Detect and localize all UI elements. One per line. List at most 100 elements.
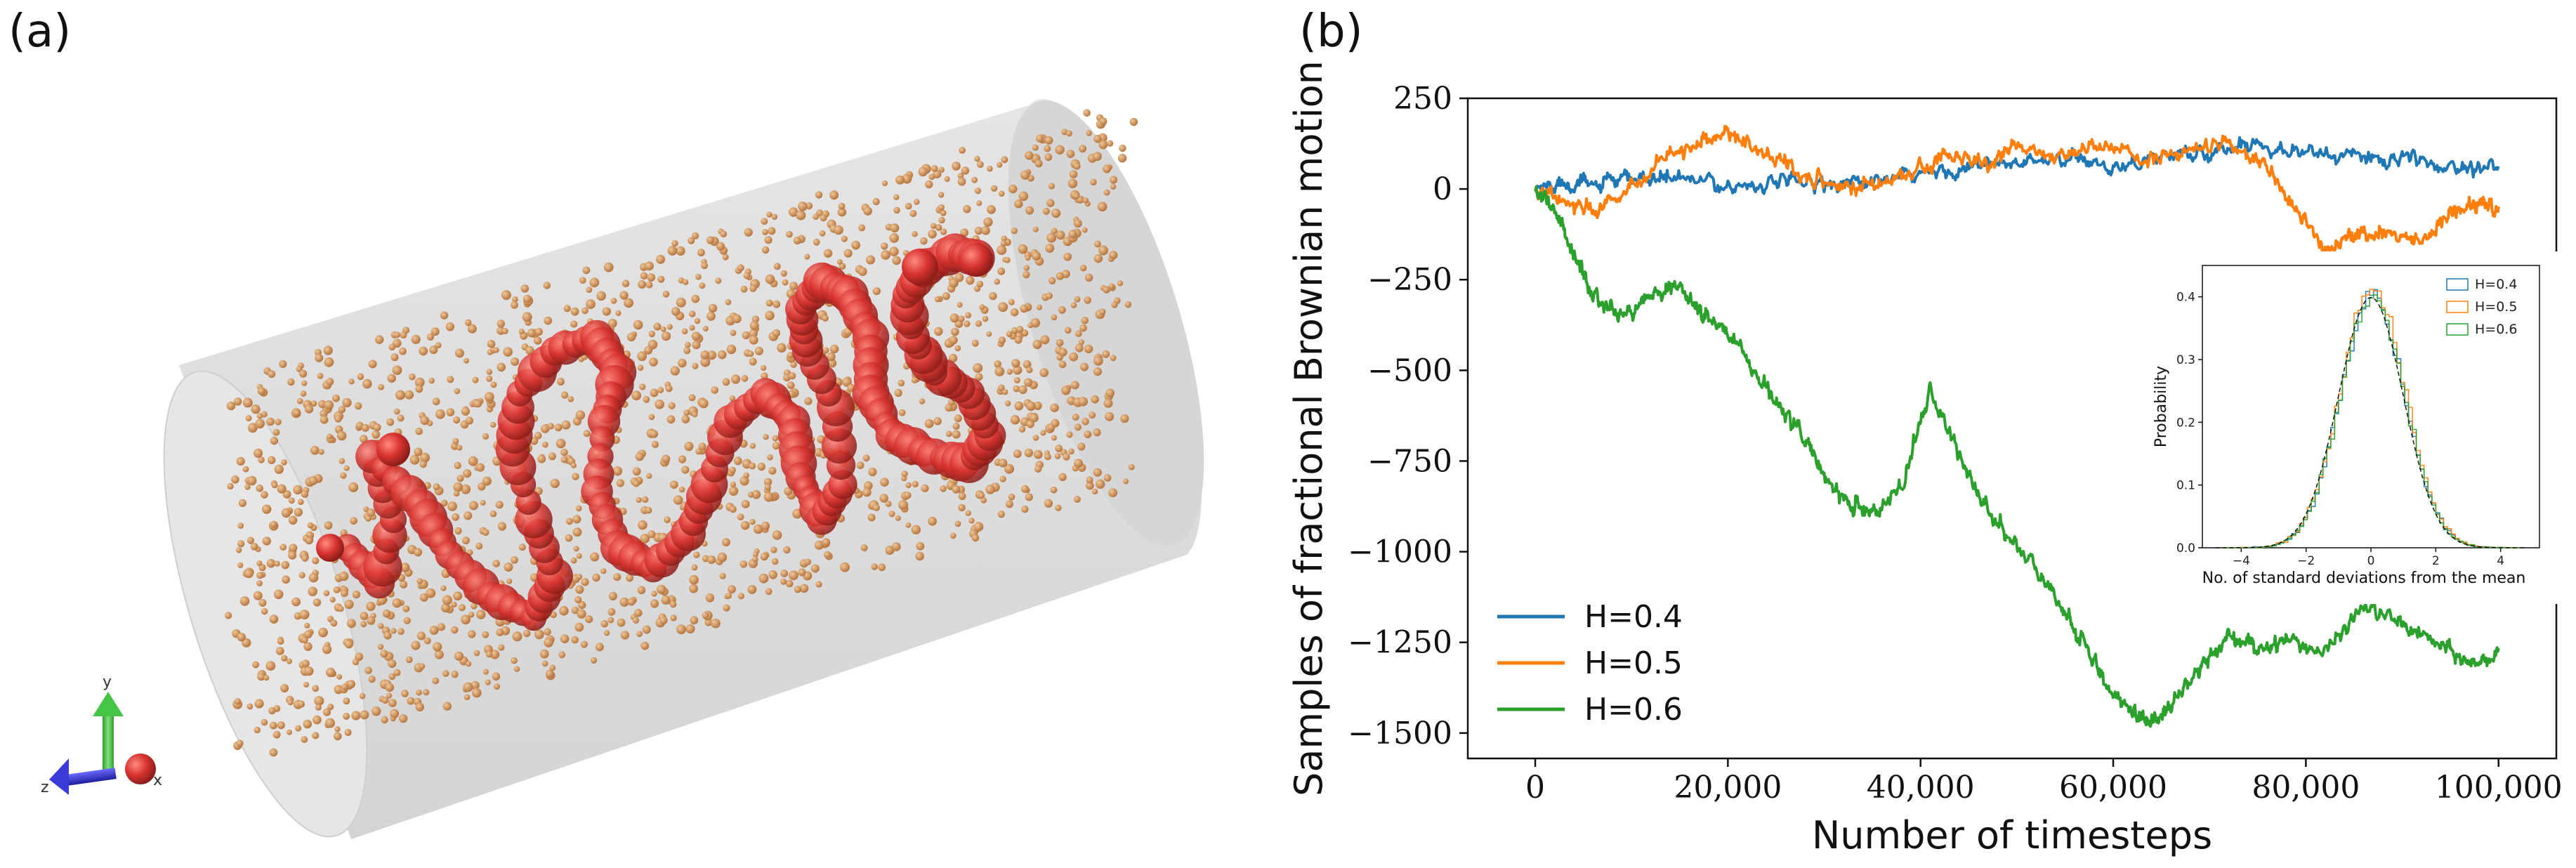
solvent-particle: [987, 165, 993, 172]
solvent-particle: [772, 442, 780, 450]
solvent-particle: [700, 357, 711, 367]
solvent-particle: [347, 680, 355, 688]
solvent-particle: [482, 631, 489, 638]
solvent-particle: [416, 578, 423, 585]
solvent-particle: [622, 280, 630, 288]
solvent-particle: [1105, 388, 1115, 397]
solvent-particle: [1099, 308, 1106, 315]
solvent-particle: [958, 492, 966, 500]
solvent-particle: [648, 530, 656, 539]
solvent-particle: [385, 683, 395, 692]
solvent-particle: [464, 511, 473, 520]
solvent-particle: [238, 499, 247, 508]
solvent-particle: [1063, 453, 1070, 461]
solvent-particle: [511, 556, 518, 564]
solvent-particle: [325, 718, 335, 728]
solvent-particle: [862, 487, 872, 497]
solvent-particle: [1075, 330, 1082, 337]
solvent-particle: [403, 617, 411, 624]
solvent-particle: [1058, 473, 1067, 481]
solvent-particle: [534, 629, 544, 640]
solvent-particle: [277, 721, 285, 730]
solvent-particle: [1014, 336, 1023, 344]
solvent-particle: [1025, 493, 1033, 501]
solvent-particle: [804, 254, 810, 260]
solvent-particle: [892, 256, 901, 265]
solvent-particle: [1040, 430, 1046, 436]
solvent-particle: [949, 313, 959, 323]
solvent-particle: [1014, 199, 1023, 209]
solvent-particle: [905, 202, 912, 210]
solvent-particle: [440, 499, 448, 507]
solvent-particle: [894, 388, 902, 397]
solvent-particle: [279, 360, 287, 369]
solvent-particle: [763, 478, 773, 486]
solvent-particle: [572, 515, 581, 524]
solvent-particle: [1075, 423, 1082, 431]
solvent-particle: [442, 670, 449, 677]
fbm-chart: 0 20,000 40,000 60,000 80,000 100,000 250 0 −250…: [1287, 60, 2563, 857]
solvent-particle: [567, 396, 574, 402]
solvent-particle: [752, 556, 758, 563]
solvent-particle: [954, 414, 962, 423]
solvent-particle: [608, 591, 617, 601]
solvent-particle: [819, 230, 826, 237]
solvent-particle: [911, 376, 919, 384]
solvent-particle: [1026, 420, 1034, 428]
solvent-particle: [576, 553, 582, 559]
solvent-particle: [382, 610, 391, 618]
solvent-particle: [691, 564, 698, 571]
solvent-particle: [348, 379, 355, 385]
solvent-particle: [1046, 199, 1055, 207]
solvent-particle: [497, 320, 505, 328]
solvent-particle: [1011, 228, 1018, 235]
solvent-particle: [772, 435, 779, 442]
solvent-particle: [1058, 348, 1067, 357]
inset-y-title: Probability: [2153, 366, 2170, 447]
solvent-particle: [344, 640, 353, 649]
solvent-particle: [916, 541, 925, 551]
solvent-particle: [963, 205, 971, 213]
solvent-particle: [388, 673, 396, 680]
solvent-particle: [607, 607, 616, 616]
solvent-particle: [879, 494, 888, 503]
solvent-particle: [407, 697, 415, 705]
solvent-particle: [330, 619, 338, 627]
solvent-particle: [341, 589, 348, 598]
y-tick-label: −1250: [1348, 625, 1452, 661]
solvent-particle: [1077, 442, 1086, 451]
solvent-particle: [1025, 255, 1031, 261]
solvent-particle: [935, 224, 942, 231]
solvent-particle: [397, 628, 405, 636]
solvent-particle: [1018, 426, 1026, 433]
solvent-particle: [838, 202, 846, 210]
solvent-particle: [360, 621, 367, 628]
solvent-particle: [1023, 271, 1030, 279]
solvent-particle: [1086, 130, 1092, 136]
solvent-particle: [751, 315, 760, 323]
solvent-particle: [308, 475, 318, 485]
solvent-particle: [346, 619, 356, 629]
solvent-particle: [1090, 178, 1097, 186]
solvent-particle: [952, 422, 960, 430]
solvent-particle: [1030, 413, 1039, 423]
solvent-particle: [1079, 324, 1087, 332]
solvent-particle: [307, 522, 314, 529]
solvent-particle: [954, 272, 964, 282]
solvent-particle: [752, 551, 758, 558]
solvent-particle: [740, 476, 749, 486]
solvent-particle: [691, 331, 701, 341]
solvent-particle: [603, 262, 614, 272]
solvent-particle: [300, 390, 307, 397]
solvent-particle: [297, 499, 304, 506]
solvent-particle: [1002, 389, 1008, 395]
solvent-particle: [965, 510, 971, 516]
solvent-particle: [1080, 362, 1089, 371]
solvent-particle: [688, 394, 696, 402]
solvent-particle: [574, 622, 584, 632]
solvent-particle: [416, 631, 426, 640]
solvent-particle: [573, 546, 579, 552]
solvent-particle: [799, 584, 809, 593]
solvent-particle: [484, 392, 494, 402]
solvent-particle: [226, 401, 236, 411]
